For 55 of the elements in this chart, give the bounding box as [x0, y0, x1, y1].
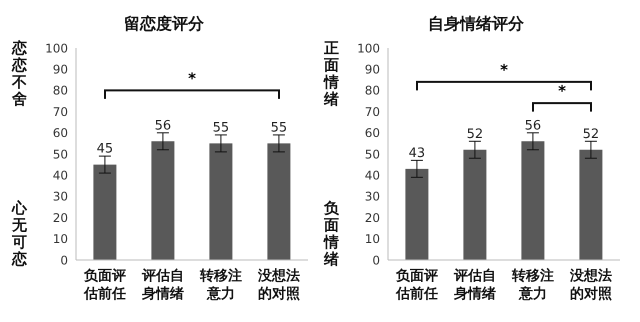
- y-tick-label: 90: [364, 62, 380, 76]
- data-label: 52: [466, 126, 484, 142]
- y-tick-label: 0: [60, 253, 68, 268]
- y-tick-label: 20: [364, 210, 380, 225]
- chart-title: 自身情绪评分: [427, 14, 525, 35]
- y-tick-label: 50: [364, 147, 380, 162]
- x-tick-label: 没想法的对照: [569, 268, 612, 302]
- annotation: *: [558, 82, 566, 100]
- text: 心无可恋: [12, 199, 28, 268]
- x-tick-label: 转移注意力: [199, 267, 242, 302]
- y-tick-label: 80: [52, 84, 68, 98]
- annotation: *: [500, 60, 508, 79]
- bar: [463, 150, 486, 260]
- bar: [151, 141, 174, 260]
- x-tick-label: 转移注意力: [511, 267, 554, 302]
- y-tick-label: 50: [52, 147, 68, 162]
- bar: [579, 150, 602, 260]
- y-tick-label: 10: [364, 232, 380, 246]
- data-label: 55: [270, 120, 288, 136]
- y-tick-label: 60: [364, 126, 380, 140]
- text: 负面情绪: [324, 199, 340, 268]
- chart-title: 留恋度评分: [123, 14, 205, 35]
- bar: [521, 141, 544, 260]
- bar: [405, 168, 428, 260]
- x-tick-label: 负面评估前任: [395, 268, 438, 302]
- x-tick-label: 评估自身情绪: [453, 268, 496, 302]
- bar: [209, 143, 232, 260]
- data-label: 52: [582, 126, 600, 142]
- x-tick-label: 评估自身情绪: [141, 268, 184, 302]
- y-tick-label: 30: [364, 190, 380, 204]
- y-tick-label: 20: [52, 210, 68, 225]
- y-tick-label: 90: [52, 62, 68, 76]
- y-tick-label: 80: [364, 84, 380, 98]
- y-tick-label: 0: [372, 253, 380, 268]
- data-label: 55: [212, 120, 230, 136]
- y-tick-label: 60: [52, 126, 68, 140]
- y-tick-label: 10: [52, 232, 68, 246]
- data-label: 56: [154, 118, 172, 134]
- x-tick-label: 没想法的对照: [257, 268, 300, 302]
- y-tick-label: 100: [45, 41, 68, 56]
- bar: [93, 164, 116, 260]
- y-tick-label: 70: [52, 104, 68, 119]
- annotation: *: [188, 69, 196, 88]
- data-label: 45: [96, 142, 114, 157]
- x-tick-label: 负面评估前任: [83, 268, 126, 302]
- y-tick-label: 30: [52, 190, 68, 204]
- y-axis-title: 正面情绪: [324, 39, 340, 108]
- bar: [267, 143, 290, 260]
- y-tick-label: 70: [364, 104, 380, 119]
- data-label: 56: [524, 118, 542, 134]
- y-tick-label: 40: [52, 168, 68, 182]
- y-tick-label: 100: [357, 41, 380, 56]
- y-axis-title: 恋恋不舍: [12, 39, 28, 108]
- data-label: 43: [408, 146, 426, 161]
- y-tick-label: 40: [364, 168, 380, 182]
